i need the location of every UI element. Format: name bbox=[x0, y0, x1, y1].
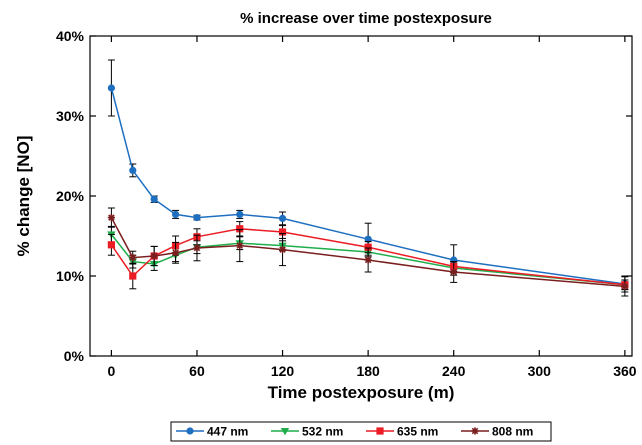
legend-marker bbox=[280, 428, 290, 436]
x-tick-label: 120 bbox=[271, 363, 295, 379]
y-tick-label: 10% bbox=[56, 268, 85, 284]
x-axis: 0 60 120 180 240 300 360 bbox=[107, 36, 637, 379]
x-tick-label: 300 bbox=[528, 363, 552, 379]
data-point bbox=[107, 241, 115, 249]
data-point bbox=[236, 225, 244, 233]
data-point bbox=[364, 256, 372, 264]
legend-item-447-nm: 447 nm bbox=[176, 425, 248, 439]
legend-marker bbox=[376, 427, 384, 435]
data-point bbox=[278, 246, 287, 254]
legend-item-808-nm: 808 nm bbox=[461, 425, 533, 439]
legend: 447 nm 532 nm 635 nm 808 nm bbox=[170, 421, 552, 442]
data-point bbox=[236, 242, 244, 250]
data-point bbox=[129, 272, 137, 280]
x-tick-label: 360 bbox=[613, 363, 637, 379]
y-axis-label: % change [NO] bbox=[14, 136, 33, 257]
legend-marker bbox=[471, 427, 479, 435]
series-line bbox=[110, 228, 625, 286]
legend-box bbox=[170, 421, 552, 442]
series-808-nm bbox=[107, 207, 629, 297]
data-point bbox=[150, 252, 158, 260]
legend-item-635-nm: 635 nm bbox=[366, 425, 438, 439]
legend-item-532-nm: 532 nm bbox=[271, 425, 343, 439]
y-axis: 0% 10% 20% 30% 40% bbox=[56, 28, 632, 364]
x-tick-label: 60 bbox=[189, 363, 205, 379]
legend-label: 447 nm bbox=[207, 425, 248, 439]
data-point bbox=[193, 244, 201, 252]
data-point bbox=[621, 282, 629, 290]
data-point bbox=[171, 210, 180, 218]
data-point bbox=[450, 268, 458, 276]
x-tick-label: 240 bbox=[442, 363, 466, 379]
data-point bbox=[364, 243, 372, 251]
y-tick-label: 30% bbox=[56, 108, 85, 124]
series-layer bbox=[107, 59, 630, 297]
data-point bbox=[171, 249, 180, 257]
legend-marker bbox=[186, 427, 194, 435]
chart-title: % increase over time postexposure bbox=[240, 10, 492, 27]
data-point bbox=[364, 235, 372, 243]
data-point bbox=[107, 84, 115, 92]
x-tick-label: 180 bbox=[356, 363, 380, 379]
y-tick-label: 0% bbox=[64, 348, 85, 364]
x-axis-label: Time postexposure (m) bbox=[268, 383, 455, 402]
data-point bbox=[150, 195, 158, 203]
data-point bbox=[129, 254, 137, 262]
series-line bbox=[110, 87, 626, 285]
data-point bbox=[278, 214, 287, 222]
data-point bbox=[236, 210, 244, 218]
data-point bbox=[107, 214, 115, 222]
y-tick-label: 40% bbox=[56, 28, 85, 44]
legend-label: 808 nm bbox=[492, 425, 533, 439]
plot-frame bbox=[89, 35, 633, 357]
data-point bbox=[278, 228, 287, 236]
data-point bbox=[129, 166, 137, 174]
legend-label: 635 nm bbox=[397, 425, 438, 439]
series-line bbox=[110, 217, 625, 288]
data-point bbox=[193, 214, 201, 222]
legend-label: 532 nm bbox=[302, 425, 343, 439]
x-tick-label: 0 bbox=[107, 363, 115, 379]
series-line bbox=[110, 233, 625, 286]
y-tick-label: 20% bbox=[56, 188, 85, 204]
